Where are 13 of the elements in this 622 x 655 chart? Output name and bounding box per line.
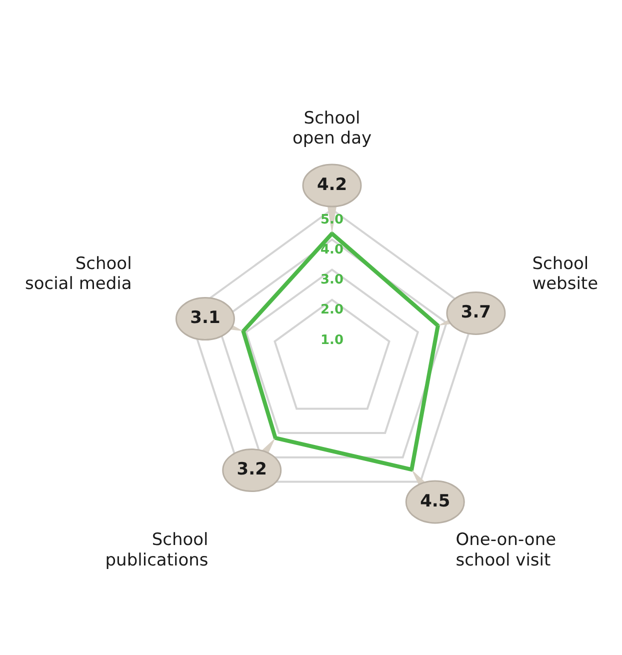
- y-tick-label: 3.0: [320, 272, 344, 288]
- y-tick-label: 4.0: [320, 242, 344, 258]
- data-label: 4.2: [316, 174, 348, 195]
- spoke-label: School social media: [24, 254, 132, 294]
- y-tick-label: 2.0: [320, 302, 344, 318]
- y-tick-label: 5.0: [320, 212, 344, 228]
- spoke-label: School open day: [292, 108, 372, 149]
- data-label: 3.7: [460, 302, 492, 323]
- y-tick-label: 1.0: [320, 332, 344, 348]
- spoke-label: School website: [532, 254, 598, 294]
- data-label: 3.1: [190, 308, 220, 328]
- spoke-label: School publications: [105, 530, 208, 570]
- spoke-label: One-on-one school visit: [456, 530, 556, 570]
